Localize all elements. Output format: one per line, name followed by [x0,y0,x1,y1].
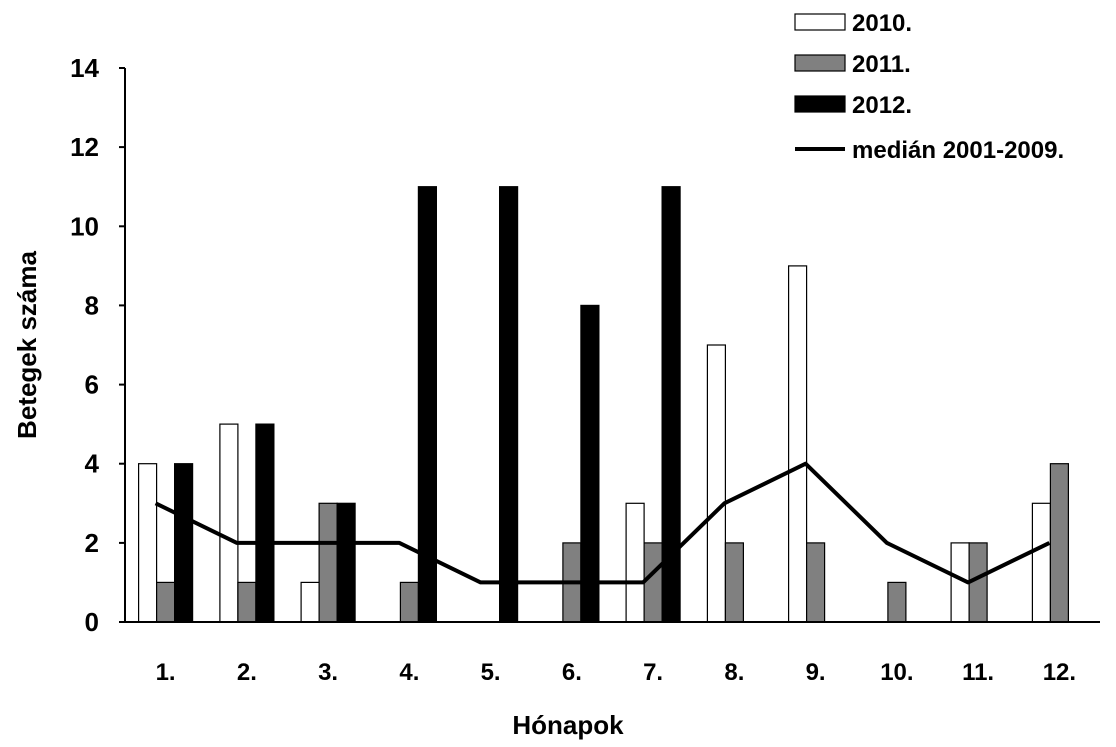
y-tick-label: 0 [85,607,99,637]
bar-2011-9 [805,542,826,623]
bar-2010-12 [1031,502,1052,623]
median-line [154,461,1051,585]
x-axis-title: Hónapok [512,710,624,740]
y-tick-label: 14 [70,53,99,83]
ticks-layer: 0 2 4 6 8 10 12 14 1. 2. 3. 4. 5. 6. 7. 8. 9. 10. 11. 12. [70,53,1076,686]
legend-item: 2012. [794,92,912,119]
x-tick-label: 6. [562,659,582,686]
legend-item: medián 2001-2009. [795,137,1064,164]
y-tick-label: 6 [85,370,99,400]
legend-label: 2011. [852,51,911,78]
axes-layer [124,68,1100,623]
bar-2010-8 [706,344,727,623]
y-tick-label: 12 [70,132,99,162]
bar-2011-4 [399,581,419,623]
legend-label: medián 2001-2009. [852,137,1064,164]
bar-2012-1 [174,463,194,623]
bar-2011-12 [1049,463,1070,623]
legend-label: 2012. [852,92,912,119]
y-tick-label: 2 [85,528,99,558]
legend-swatch [794,95,846,113]
x-tick-label: 2. [237,659,257,686]
bar-2010-3 [300,581,320,623]
x-tick-label: 10. [880,659,913,686]
bar-2012-2 [255,423,275,623]
bar-2011-8 [724,542,745,623]
x-tick-label: 1. [156,659,176,686]
y-tick-label: 4 [85,449,100,479]
bar-2010-7 [625,502,645,623]
bar-2010-2 [219,423,239,623]
legend: 2010. 2011. 2012. medián 2001-2009. [794,10,1064,164]
y-tick-label: 8 [85,290,99,320]
x-tick-label: 11. [962,659,994,686]
x-tick-label: 9. [806,659,826,686]
bars-layer [138,186,1070,623]
x-tick-label: 3. [318,659,338,686]
legend-swatch [794,13,846,31]
bar-2011-1 [156,581,176,623]
x-tick-label: 12. [1043,659,1076,686]
legend-item: 2010. [794,10,912,37]
y-axis-title: Betegek száma [12,251,42,439]
bar-2012-6 [580,304,600,623]
x-tick-label: 7. [643,659,663,686]
legend-item: 2011. [794,51,911,78]
bar-2012-3 [336,502,356,623]
bar-2010-1 [138,463,158,623]
y-tick-label: 10 [70,211,99,241]
bar-2011-2 [237,581,257,623]
line-layer [154,461,1051,585]
bar-2012-5 [499,186,519,623]
x-tick-label: 8. [724,659,744,686]
x-tick-label: 4. [399,659,419,686]
bar-2011-3 [318,502,338,623]
legend-label: 2010. [852,10,912,37]
x-tick-label: 5. [481,659,501,686]
bar-2011-10 [887,581,907,623]
legend-swatch [794,54,846,72]
bar-2011-7 [643,542,663,623]
bar-2010-9 [787,265,808,623]
